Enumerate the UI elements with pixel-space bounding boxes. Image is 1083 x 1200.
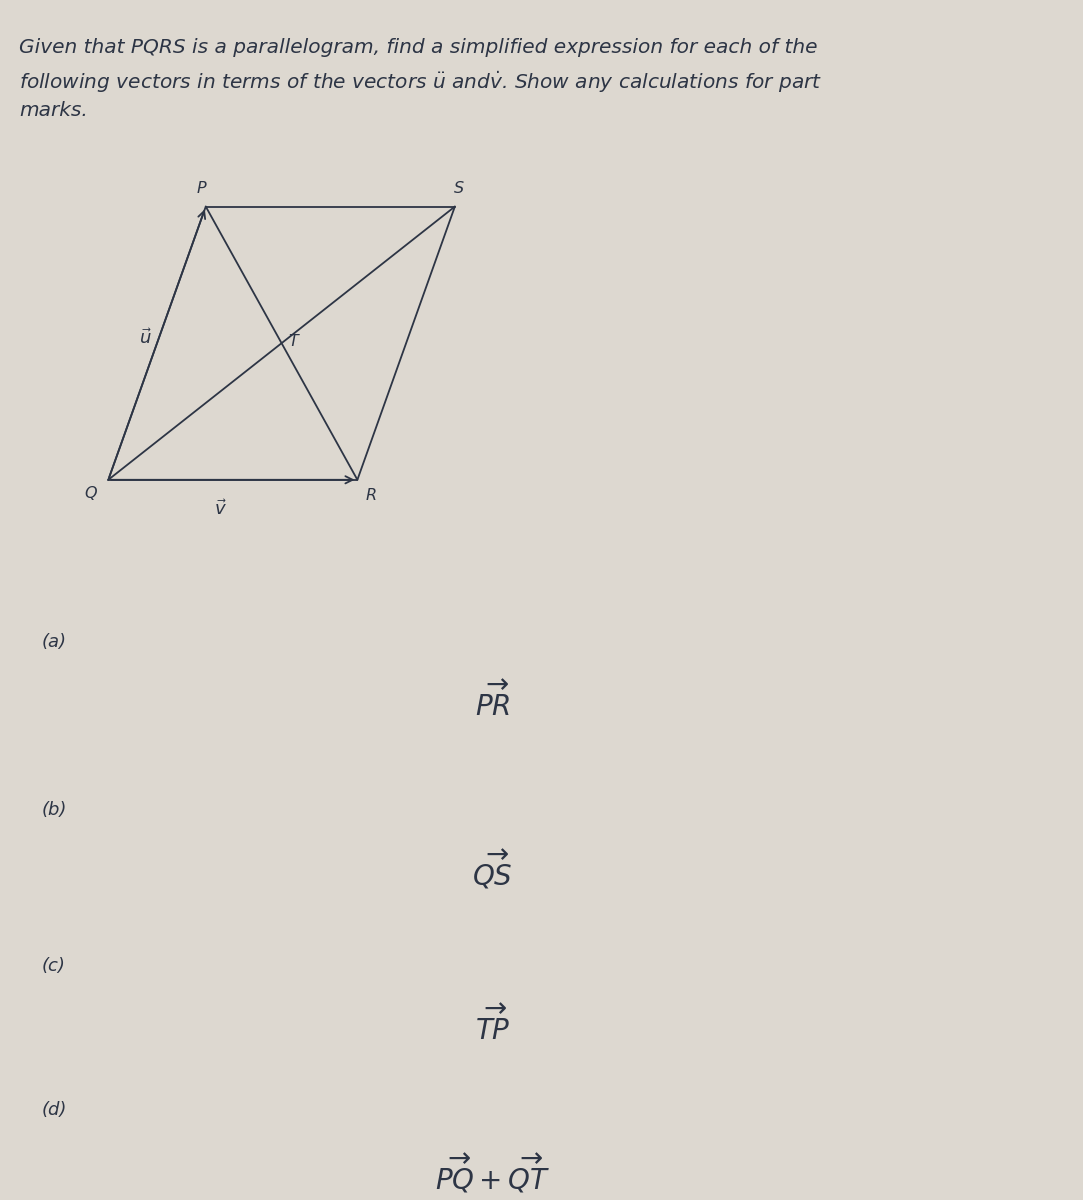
- Text: following vectors in terms of the vectors $\ddot{u}$ and$\dot{v}$. Show any calc: following vectors in terms of the vector…: [19, 70, 823, 95]
- Text: (a): (a): [41, 634, 66, 650]
- Text: P: P: [197, 181, 207, 196]
- Text: $\overrightarrow{PR}$: $\overrightarrow{PR}$: [475, 682, 510, 722]
- Text: $\vec{u}$: $\vec{u}$: [139, 329, 152, 348]
- Text: Given that PQRS is a parallelogram, find a simplified expression for each of the: Given that PQRS is a parallelogram, find…: [19, 38, 818, 58]
- Text: (d): (d): [41, 1102, 66, 1118]
- Text: (c): (c): [41, 958, 65, 974]
- Text: R: R: [366, 488, 377, 503]
- Text: $\overrightarrow{TP}$: $\overrightarrow{TP}$: [475, 1006, 510, 1046]
- Text: Q: Q: [84, 486, 97, 502]
- Text: S: S: [454, 181, 465, 196]
- Text: $\overrightarrow{QS}$: $\overrightarrow{QS}$: [472, 848, 513, 892]
- Text: marks.: marks.: [19, 101, 88, 120]
- Text: T: T: [288, 334, 299, 348]
- Text: $\vec{v}$: $\vec{v}$: [214, 499, 227, 518]
- Text: (b): (b): [41, 802, 66, 818]
- Text: $\overrightarrow{PQ} + \overrightarrow{QT}$: $\overrightarrow{PQ} + \overrightarrow{Q…: [435, 1152, 550, 1195]
